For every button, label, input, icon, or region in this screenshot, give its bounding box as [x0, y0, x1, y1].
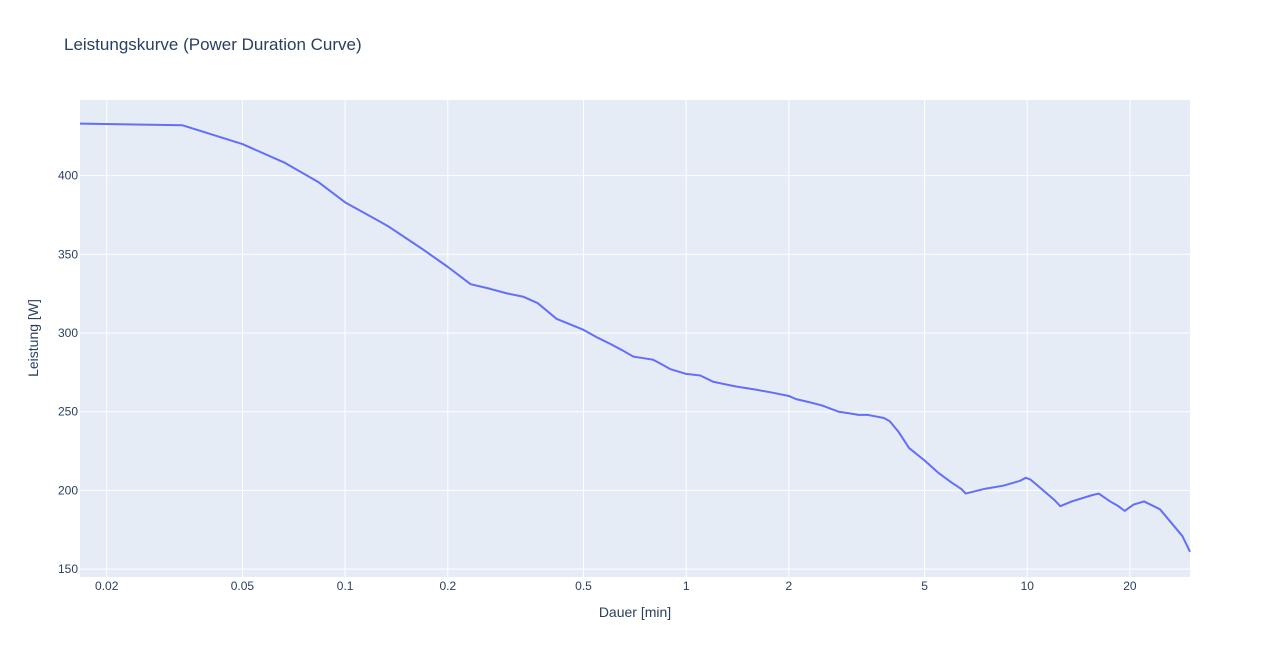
- y-axis-title: Leistung [W]: [25, 299, 41, 377]
- x-tick-label: 0.1: [337, 579, 354, 593]
- x-tick-label: 0.2: [439, 579, 456, 593]
- x-tick-label: 20: [1123, 579, 1137, 593]
- x-tick-label: 5: [921, 579, 928, 593]
- x-tick-label: 0.5: [575, 579, 592, 593]
- x-gridlines: [106, 100, 1131, 577]
- y-tick-label: 300: [58, 326, 78, 340]
- series-line: [79, 122, 1191, 553]
- y-tick-label: 150: [58, 562, 78, 576]
- chart-title: Leistungskurve (Power Duration Curve): [64, 35, 362, 54]
- y-gridlines: [80, 175, 1190, 570]
- y-tick-label: 350: [58, 247, 78, 261]
- y-tick-labels: 150 200 250 300 350 400: [58, 169, 78, 577]
- x-tick-label: 10: [1021, 579, 1035, 593]
- x-tick-label: 0.02: [95, 579, 119, 593]
- x-tick-labels: 0.02 0.05 0.1 0.2 0.5 1 2 5 10 20: [95, 579, 1137, 593]
- x-tick-label: 0.05: [231, 579, 255, 593]
- y-tick-label: 400: [58, 169, 78, 183]
- y-tick-label: 250: [58, 405, 78, 419]
- x-axis-title: Dauer [min]: [599, 604, 671, 620]
- y-tick-label: 200: [58, 483, 78, 497]
- plot-background: [80, 100, 1190, 577]
- x-tick-label: 1: [683, 579, 690, 593]
- x-tick-label: 2: [786, 579, 793, 593]
